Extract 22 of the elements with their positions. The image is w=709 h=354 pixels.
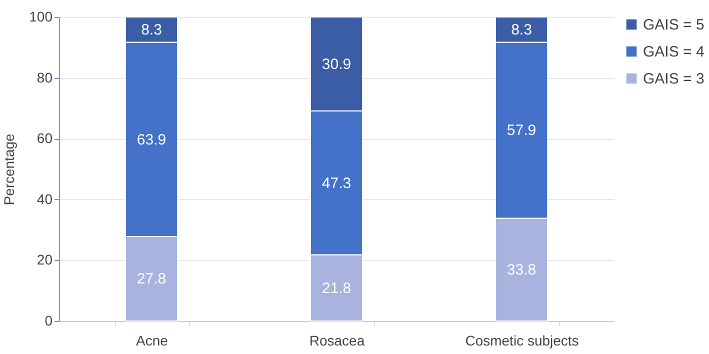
y-tick-label: 0 — [44, 312, 53, 328]
legend-label: GAIS = 5 — [643, 16, 704, 34]
legend-label: GAIS = 3 — [643, 70, 704, 88]
x-tick-label: Rosacea — [309, 332, 365, 348]
data-label: 21.8 — [322, 280, 352, 297]
data-label: 8.3 — [511, 22, 532, 39]
y-tick-label: 20 — [36, 252, 53, 268]
data-label: 47.3 — [322, 174, 352, 192]
y-tick-label: 100 — [29, 8, 53, 24]
y-axis-title: Percentage — [1, 133, 18, 206]
data-label: 57.9 — [506, 122, 536, 140]
data-label: 63.9 — [136, 131, 166, 148]
data-label: 27.8 — [136, 270, 166, 288]
y-tick-label: 40 — [36, 190, 53, 207]
data-label: 33.8 — [506, 262, 536, 279]
data-label: 8.3 — [141, 22, 162, 39]
x-tick-label: Cosmetic subjects — [465, 332, 579, 348]
y-tick-label: 60 — [36, 130, 53, 146]
data-label: 30.9 — [322, 56, 352, 73]
x-tick-label: Acne — [136, 332, 168, 348]
legend-label: GAIS = 4 — [643, 44, 704, 60]
y-tick-label: 80 — [36, 69, 53, 86]
